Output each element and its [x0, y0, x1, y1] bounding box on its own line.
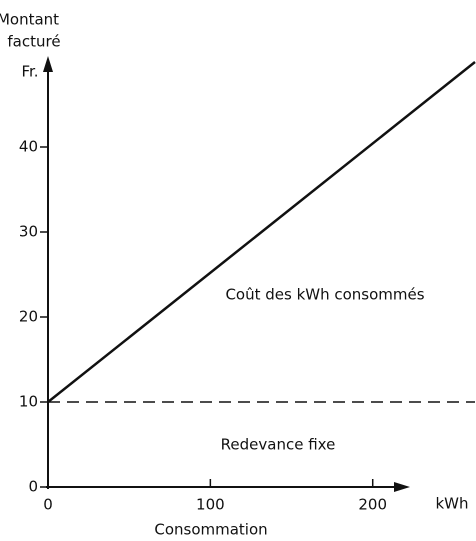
y-tick-label: 30 — [19, 223, 38, 241]
x-tick-label: 0 — [43, 496, 53, 514]
x-tick-label: 200 — [358, 496, 387, 514]
annotation: Coût des kWh consommés — [225, 286, 424, 304]
line — [47, 61, 476, 403]
y-axis-unit: Fr. — [21, 63, 38, 81]
y-tick-label: 40 — [19, 138, 38, 156]
x-axis-arrow — [394, 482, 410, 492]
y-axis-arrow — [43, 56, 53, 72]
y-axis-label: Montant — [0, 11, 59, 29]
y-axis-label: facturé — [7, 33, 60, 51]
x-tick-label: 100 — [196, 496, 225, 514]
y-tick-label: 0 — [28, 478, 38, 496]
x-axis-label: Consommation — [154, 521, 267, 539]
y-tick-label: 20 — [19, 308, 38, 326]
x-axis-unit: kWh — [435, 495, 468, 513]
annotation: Redevance fixe — [221, 436, 336, 454]
y-tick-label: 10 — [19, 393, 38, 411]
